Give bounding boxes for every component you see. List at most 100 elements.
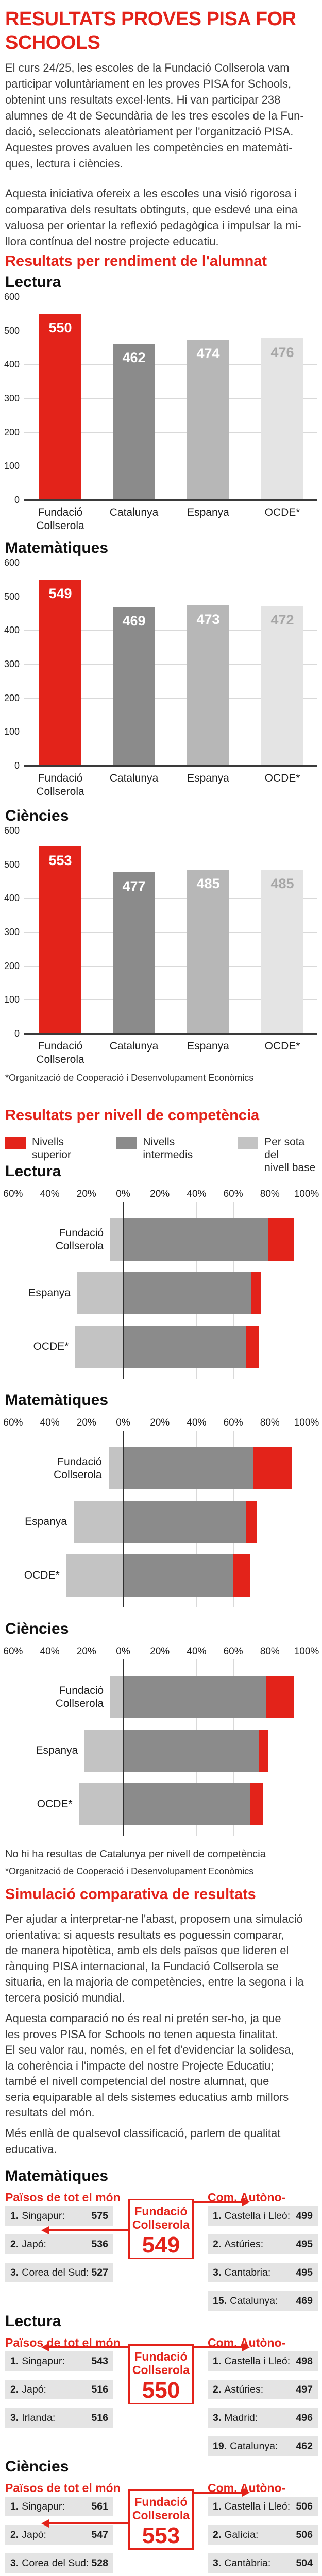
intro-paragraph-1: El curs 24/25, les escoles de la Fundaci… bbox=[5, 61, 304, 170]
row-label: OCDE* bbox=[24, 1569, 60, 1581]
gridline-y bbox=[24, 765, 317, 767]
fundacio-box-label: Fundació Collserola bbox=[132, 2495, 190, 2522]
ranking-score: 504 bbox=[296, 2557, 313, 2569]
chart-title: Ciències bbox=[5, 1620, 69, 1637]
arrow-right-head-icon bbox=[242, 2343, 250, 2351]
gridline-y bbox=[24, 664, 317, 665]
y-axis-label: 300 bbox=[4, 659, 20, 669]
ranking-title: Ciències bbox=[5, 2458, 69, 2475]
ranking-row: 19. Catalunya: 462 bbox=[208, 2436, 318, 2456]
fundacio-box-label: Fundació Collserola bbox=[132, 2205, 190, 2231]
x-axis-label: 40% bbox=[40, 1189, 60, 1199]
gridline-y bbox=[24, 432, 317, 433]
row-label: Fundació Collserola bbox=[55, 1227, 104, 1252]
legend-swatch bbox=[238, 1137, 259, 1149]
category-label: OCDE* bbox=[264, 506, 300, 518]
section-heading-competencia: Resultats per nivell de competència bbox=[5, 1107, 260, 1124]
segment-intermediate bbox=[123, 1272, 252, 1314]
ranking-name: Japó: bbox=[22, 2529, 46, 2540]
bar-value-label: 462 bbox=[122, 349, 146, 365]
ranking-rank: 1. bbox=[10, 2210, 19, 2222]
ranking-name: Corea del Sud: bbox=[22, 2557, 89, 2569]
segment-intermediate bbox=[123, 1730, 259, 1772]
ranking-row: 2. Galícia: 506 bbox=[208, 2525, 318, 2545]
bar-value-label: 473 bbox=[196, 612, 220, 628]
ranking-rank: 2. bbox=[10, 2383, 19, 2395]
ranking-row: 1. Singapur: 543 bbox=[5, 2351, 113, 2371]
gridline-y bbox=[24, 698, 317, 699]
x-axis-label: 60% bbox=[223, 1417, 243, 1428]
ranking-score: 547 bbox=[91, 2529, 108, 2540]
bar-Espanya bbox=[187, 869, 229, 1033]
ranking-row: 1. Castella i Lleó: 499 bbox=[208, 2206, 318, 2226]
gridline-x bbox=[122, 1202, 124, 1379]
segment-superior bbox=[251, 1272, 261, 1314]
ranking-score: 462 bbox=[296, 2440, 313, 2452]
ranking-row: 3. Madrid: 496 bbox=[208, 2408, 318, 2428]
arrow-left-head-icon bbox=[41, 2226, 49, 2234]
segment-below-base bbox=[66, 1554, 123, 1597]
left-column-heading: Països de tot el món bbox=[5, 2481, 121, 2495]
ranking-row: 3. Cantabria: 495 bbox=[208, 2263, 318, 2282]
ranking-name: Castella i Lleó: bbox=[224, 2355, 291, 2367]
left-column-heading: Països de tot el món bbox=[5, 2191, 121, 2204]
category-label: OCDE* bbox=[264, 1040, 300, 1052]
bar-value-label: 550 bbox=[48, 319, 72, 335]
footnote-ocde-1: *Organització de Cooperació i Desenvolup… bbox=[5, 1073, 254, 1083]
arrow-left-line bbox=[49, 2522, 128, 2524]
ranking-row: 1. Singapur: 561 bbox=[5, 2497, 113, 2516]
ranking-row: 3. Irlanda: 516 bbox=[5, 2408, 113, 2428]
ranking-score: 528 bbox=[91, 2557, 108, 2569]
y-axis-label: 200 bbox=[4, 960, 20, 971]
segment-below-base bbox=[73, 1501, 123, 1543]
fundacio-box-label: Fundació Collserola bbox=[132, 2350, 190, 2377]
fundacio-score-box: Fundació Collserola 550 bbox=[128, 2344, 194, 2404]
segment-superior bbox=[268, 1218, 294, 1261]
ranking-rank: 2. bbox=[10, 2238, 19, 2250]
x-axis-label: 80% bbox=[260, 1189, 280, 1199]
simulacio-paragraph-3: Més enllà de qualsevol classificació, pa… bbox=[5, 2127, 281, 2156]
bar-value-label: 477 bbox=[122, 878, 146, 894]
segment-below-base bbox=[77, 1272, 123, 1314]
x-axis-label: 20% bbox=[150, 1646, 170, 1657]
ranking-score: 469 bbox=[296, 2295, 313, 2307]
bar-Catalunya bbox=[113, 607, 155, 766]
x-axis-label: 20% bbox=[76, 1189, 96, 1199]
segment-superior bbox=[259, 1730, 268, 1772]
x-axis-label: 40% bbox=[187, 1189, 207, 1199]
ranking-row: 2. Japó: 547 bbox=[5, 2525, 113, 2545]
gridline-y bbox=[24, 398, 317, 399]
x-axis-label: 20% bbox=[150, 1189, 170, 1199]
bar-Catalunya bbox=[113, 872, 155, 1033]
y-axis-label: 300 bbox=[4, 393, 20, 403]
ranking-name: Castella i Lleó: bbox=[224, 2210, 291, 2222]
row-label: OCDE* bbox=[37, 1798, 73, 1810]
bar-value-label: 472 bbox=[270, 612, 294, 628]
legend-label: Nivells superior bbox=[32, 1136, 71, 1161]
segment-superior bbox=[246, 1326, 259, 1368]
ranking-name: Catalunya: bbox=[230, 2295, 278, 2307]
ranking-row: 3. Corea del Sud: 527 bbox=[5, 2263, 113, 2282]
gridline-y bbox=[24, 999, 317, 1001]
ranking-rank: 1. bbox=[213, 2500, 222, 2512]
x-axis-label: 40% bbox=[187, 1646, 207, 1657]
ranking-rank: 1. bbox=[10, 2355, 19, 2367]
bar-value-label: 474 bbox=[196, 345, 220, 361]
ranking-score: 561 bbox=[91, 2500, 108, 2512]
simulacio-paragraph-2: Aquesta comparació no és real ni pretén … bbox=[5, 2012, 294, 2119]
ranking-name: Cantabria: bbox=[224, 2266, 271, 2278]
segment-below-base bbox=[108, 1447, 123, 1489]
ranking-row: 2. Japó: 536 bbox=[5, 2234, 113, 2254]
ranking-row: 2. Astúries: 497 bbox=[208, 2380, 318, 2399]
arrow-right-line bbox=[194, 2346, 242, 2348]
ranking-name: Singapur: bbox=[22, 2500, 65, 2512]
x-axis-label: 60% bbox=[3, 1646, 23, 1657]
chart-competencia-ciencies: Ciències 60% 40% 20% 0% 20% 40% 60% 80% 100% Funda… bbox=[0, 1620, 322, 1841]
segment-intermediate bbox=[123, 1554, 233, 1597]
bar-value-label: 476 bbox=[270, 345, 294, 361]
y-axis-label: 400 bbox=[4, 893, 20, 904]
row-label: Espanya bbox=[25, 1516, 67, 1528]
bar-Espanya bbox=[187, 605, 229, 766]
gridline-y bbox=[24, 1033, 317, 1035]
ranking-matematiques: Matemàtiques Països de tot el món Com. Aut… bbox=[0, 2167, 322, 2311]
